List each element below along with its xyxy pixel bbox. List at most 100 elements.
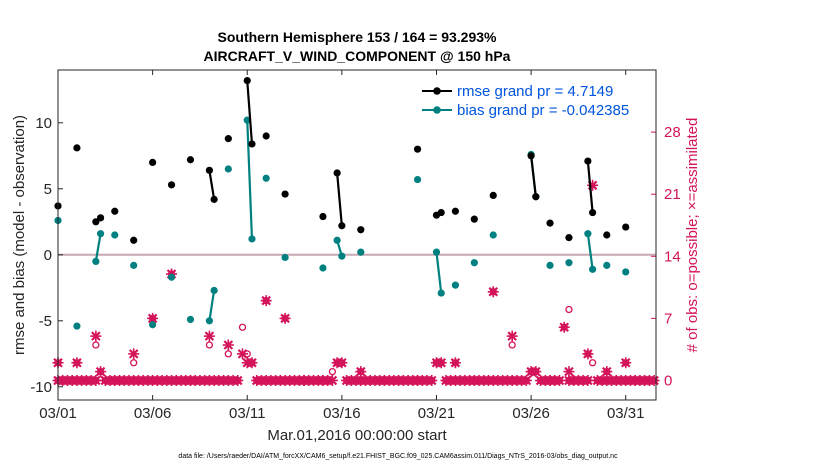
obs-assimilated-point xyxy=(487,286,499,298)
rmse-segment xyxy=(208,170,216,200)
x-tick-label: 03/16 xyxy=(323,405,361,422)
obs-assimilated-point xyxy=(237,348,249,360)
bias-segment xyxy=(435,252,443,294)
bias-point xyxy=(92,257,100,265)
obs-assimilated-point xyxy=(279,312,291,324)
rmse-segment xyxy=(586,160,594,213)
bias-point xyxy=(357,248,365,256)
obs-assimilated-point xyxy=(298,374,310,386)
chart-title: Southern Hemisphere 153 / 164 = 93.293% xyxy=(218,29,498,45)
bias-segment xyxy=(246,120,254,240)
bias-point xyxy=(205,317,213,325)
data-file-footer: data file: /Users/raeder/DAI/ATM_forcXX/… xyxy=(178,453,618,460)
y2-tick-label: 21 xyxy=(664,186,681,203)
y2-tick-label: 7 xyxy=(664,310,672,327)
bias-point xyxy=(248,235,256,243)
obs-assimilated-point xyxy=(449,357,461,369)
bias-point xyxy=(210,286,218,295)
rmse-point xyxy=(96,214,105,222)
rmse-point xyxy=(210,195,218,203)
bias-point xyxy=(262,174,270,182)
obs-assimilated-point xyxy=(412,374,424,386)
x-tick-label: 03/01 xyxy=(39,405,77,422)
bias-point xyxy=(432,248,441,256)
rmse-point xyxy=(589,208,597,217)
rmse-segment xyxy=(336,172,343,226)
obs-assimilated-point xyxy=(109,374,121,386)
rmse-point xyxy=(489,191,497,199)
rmse-point xyxy=(451,207,460,215)
obs-assimilated-point xyxy=(184,374,196,386)
obs-possible-point xyxy=(205,341,214,349)
rmse-point xyxy=(248,140,256,148)
obs-possible-point xyxy=(224,350,232,358)
y2-axis-label: # of obs: o=possible; ×=assimilated xyxy=(684,118,701,353)
obs-assimilated-point xyxy=(582,374,594,386)
obs-assimilated-point xyxy=(374,374,386,386)
bias-point xyxy=(413,175,422,184)
bias-point xyxy=(603,261,611,269)
legend-rmse-marker xyxy=(433,87,441,95)
obs-assimilated-point xyxy=(553,374,565,386)
bias-point xyxy=(622,268,630,276)
bias-point xyxy=(319,264,327,272)
obs-assimilated-point xyxy=(544,374,556,386)
bias-point xyxy=(333,236,341,244)
rmse-point xyxy=(243,76,251,85)
obs-assimilated-point xyxy=(582,348,594,360)
obs-assimilated-point xyxy=(222,339,234,351)
bias-point xyxy=(130,261,138,269)
bias-point xyxy=(224,165,232,173)
obs-assimilated-point xyxy=(326,374,338,386)
rmse-point xyxy=(532,193,540,201)
bias-point xyxy=(111,231,119,239)
rmse-point xyxy=(584,157,592,165)
bias-point xyxy=(149,321,157,329)
rmse-point xyxy=(186,156,195,164)
y2-tick-label: 28 xyxy=(664,124,681,141)
rmse-point xyxy=(281,190,289,198)
rmse-point xyxy=(262,132,270,140)
bias-point xyxy=(589,265,597,273)
bias-point xyxy=(489,231,497,239)
obs-assimilated-point xyxy=(393,374,405,386)
y-axis-label: rmse and bias (model - observation) xyxy=(11,115,28,355)
rmse-point xyxy=(149,158,157,166)
obs-assimilated-point xyxy=(530,366,542,378)
obs-assimilated-point xyxy=(90,330,102,342)
bias-point xyxy=(584,230,592,238)
bias-point xyxy=(338,252,346,260)
obs-assimilated-point xyxy=(336,357,348,369)
rmse-point xyxy=(603,231,611,239)
obs-assimilated-point xyxy=(203,330,215,342)
x-tick-label: 03/11 xyxy=(229,405,265,422)
obs-possible-point xyxy=(130,359,138,367)
obs-assimilated-point xyxy=(208,374,220,386)
obs-assimilated-point xyxy=(629,374,641,386)
rmse-point xyxy=(470,215,478,223)
y2-tick-label: 0 xyxy=(664,372,672,389)
obs-possible-point xyxy=(588,359,597,367)
obs-assimilated-point xyxy=(506,330,518,342)
x-tick-label: 03/26 xyxy=(512,405,550,422)
obs-possible-point xyxy=(92,341,100,349)
rmse-point xyxy=(130,236,138,244)
rmse-point xyxy=(546,219,554,227)
rmse-point xyxy=(413,145,422,153)
obs-possible-point xyxy=(328,367,337,376)
rmse-segment xyxy=(246,80,254,145)
x-tick-label: 03/31 xyxy=(607,405,645,422)
legend-bias-marker xyxy=(433,106,441,114)
plot-frame xyxy=(57,69,657,401)
obs-assimilated-point xyxy=(90,374,102,386)
rmse-point xyxy=(73,144,81,152)
rmse-point xyxy=(527,152,535,160)
obs-assimilated-point xyxy=(232,374,244,386)
bias-segment xyxy=(586,233,594,270)
bias-point xyxy=(437,289,445,297)
obs-possible-point xyxy=(508,341,516,349)
legend: rmse grand pr = 4.7149 bias grand pr = -… xyxy=(422,83,629,119)
bias-point xyxy=(565,259,573,267)
x-axis-label: Mar.01,2016 00:00:00 start xyxy=(267,427,447,444)
